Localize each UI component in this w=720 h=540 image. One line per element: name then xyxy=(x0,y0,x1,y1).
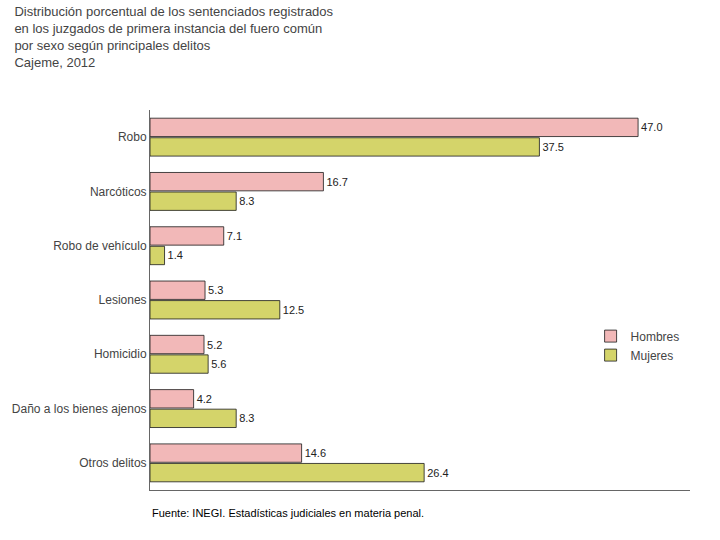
svg-text:Robo de vehículo: Robo de vehículo xyxy=(53,239,147,253)
svg-text:Distribución porcentual de los: Distribución porcentual de los sentencia… xyxy=(14,4,333,70)
svg-text:8.3: 8.3 xyxy=(239,412,254,424)
svg-text:8.3: 8.3 xyxy=(239,195,254,207)
svg-text:Homicidio: Homicidio xyxy=(94,347,147,361)
svg-text:16.7: 16.7 xyxy=(326,176,347,188)
svg-text:Robo: Robo xyxy=(118,130,147,144)
svg-text:Daño a los bienes ajenos: Daño a los bienes ajenos xyxy=(12,402,147,416)
svg-text:Hombres: Hombres xyxy=(631,330,680,344)
svg-text:37.5: 37.5 xyxy=(542,141,563,153)
svg-text:Lesiones: Lesiones xyxy=(99,293,147,307)
svg-text:Otros delitos: Otros delitos xyxy=(79,456,146,470)
svg-text:5.2: 5.2 xyxy=(207,339,222,351)
svg-text:12.5: 12.5 xyxy=(283,304,304,316)
svg-text:5.3: 5.3 xyxy=(208,284,223,296)
svg-text:26.4: 26.4 xyxy=(427,467,448,479)
svg-text:1.4: 1.4 xyxy=(168,249,183,261)
svg-text:7.1: 7.1 xyxy=(227,230,242,242)
svg-text:5.6: 5.6 xyxy=(211,358,226,370)
svg-text:Narcóticos: Narcóticos xyxy=(90,185,147,199)
svg-text:Fuente: INEGI. Estadísticas ju: Fuente: INEGI. Estadísticas judiciales e… xyxy=(152,507,424,519)
svg-text:4.2: 4.2 xyxy=(197,393,212,405)
svg-text:47.0: 47.0 xyxy=(641,121,662,133)
svg-text:14.6: 14.6 xyxy=(305,447,326,459)
svg-text:Mujeres: Mujeres xyxy=(631,349,674,363)
